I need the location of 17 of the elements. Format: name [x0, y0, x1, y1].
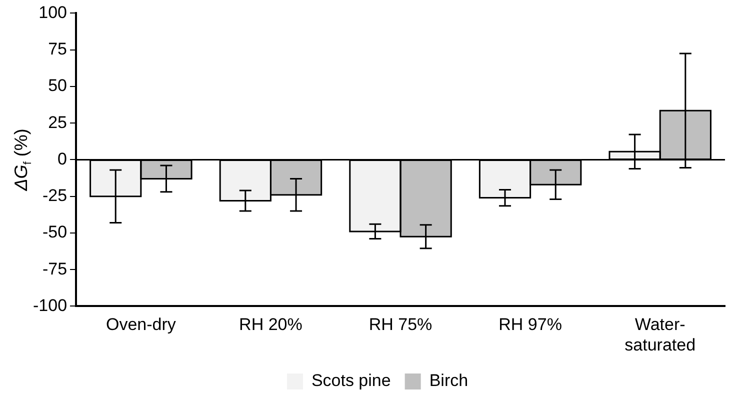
x-tick-label: RH 20%	[239, 315, 302, 334]
y-tick-label: 0	[58, 149, 68, 168]
x-tick-label: Water-saturated	[624, 315, 696, 354]
y-tick-label: -25	[42, 186, 68, 206]
x-tick-label: Oven-dry	[106, 315, 176, 334]
y-tick-label: -50	[42, 222, 68, 242]
y-tick-label: 50	[48, 76, 68, 96]
x-tick-label: RH 75%	[368, 315, 432, 334]
legend-label: Scots pine	[311, 371, 391, 390]
y-tick-label: 25	[48, 112, 68, 132]
y-tick-label: -100	[32, 296, 68, 315]
legend-label: Birch	[429, 371, 468, 390]
y-tick-label: 100	[38, 2, 68, 22]
y-tick-label: -75	[42, 259, 68, 278]
y-axis-title: ΔGf (%)	[10, 128, 34, 192]
x-tick-label: RH 97%	[498, 315, 562, 334]
y-tick-label: 75	[48, 40, 68, 59]
